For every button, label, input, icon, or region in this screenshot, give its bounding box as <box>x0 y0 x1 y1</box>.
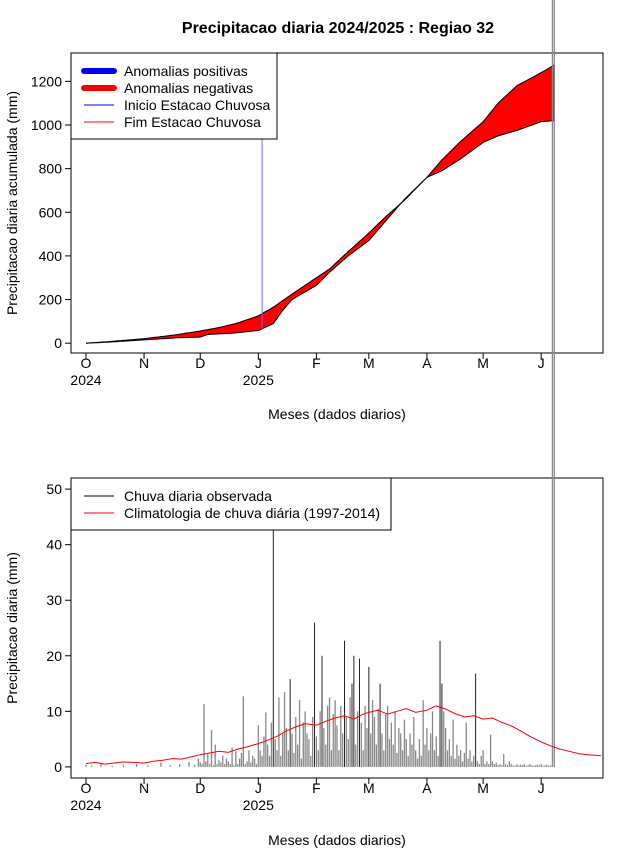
x-tick-label: J <box>538 355 545 371</box>
chart-title: Precipitacao diaria 2024/2025 : Regiao 3… <box>182 20 494 37</box>
climatology-line <box>85 705 602 765</box>
x-tick-label: M <box>363 780 375 796</box>
x-tick-label: J <box>255 355 262 371</box>
legend-label: Climatologia de chuva diária (1997-2014) <box>124 505 380 521</box>
y-tick-label: 50 <box>46 481 62 497</box>
legend-label: Anomalias negativas <box>124 80 253 96</box>
x-year-label: 2024 <box>70 797 101 813</box>
x-tick-label: N <box>139 780 149 796</box>
x-tick-label: D <box>195 355 205 371</box>
legend-label: Anomalias positivas <box>124 63 248 79</box>
climatology-accumulated-line <box>85 64 555 344</box>
legend-box-top <box>70 52 278 140</box>
legend-label: Fim Estacao Chuvosa <box>124 114 261 130</box>
x-tick-label: A <box>422 355 432 371</box>
x-tick-label: O <box>81 780 92 796</box>
legend-label: Chuva diaria observada <box>124 488 272 504</box>
y-tick-label: 10 <box>46 703 62 719</box>
legend-label: Inicio Estacao Chuvosa <box>124 97 271 113</box>
x-year-label: 2025 <box>243 797 274 813</box>
daily-bars <box>85 0 555 767</box>
x-tick-label: F <box>312 780 321 796</box>
y-axis-title-bottom: Precipitacao diaria (mm) <box>4 552 20 704</box>
y-axis-title-top: Precipitacao diaria acumulada (mm) <box>4 91 20 315</box>
legend-box-bottom <box>70 477 392 531</box>
y-tick-label: 200 <box>39 292 63 308</box>
x-tick-label: N <box>139 355 149 371</box>
observed-accumulated-line <box>85 120 555 344</box>
y-tick-label: 0 <box>54 335 62 351</box>
x-axis-title-top: Meses (dados diarios) <box>268 406 406 422</box>
x-tick-label: J <box>538 780 545 796</box>
y-tick-label: 600 <box>39 204 63 220</box>
x-tick-label: M <box>477 355 489 371</box>
x-tick-label: J <box>255 780 262 796</box>
x-tick-label: M <box>477 780 489 796</box>
climatology-daily-line <box>85 705 602 765</box>
x-tick-label: D <box>195 780 205 796</box>
y-tick-label: 0 <box>54 759 62 775</box>
y-tick-label: 40 <box>46 537 62 553</box>
y-tick-label: 1200 <box>31 73 62 89</box>
y-axis-bottom: 0 10 20 30 40 50 <box>46 481 72 775</box>
x-tick-label: F <box>312 355 321 371</box>
y-axis-top: 0 200 400 600 800 1000 1200 <box>31 73 72 351</box>
y-tick-label: 30 <box>46 592 62 608</box>
x-year-label: 2024 <box>70 372 101 388</box>
x-tick-label: A <box>422 780 432 796</box>
y-tick-label: 1000 <box>31 117 62 133</box>
x-year-label: 2025 <box>243 372 274 388</box>
y-tick-label: 20 <box>46 648 62 664</box>
y-tick-label: 800 <box>39 161 63 177</box>
x-axis-title-bottom: Meses (dados diarios) <box>268 832 406 848</box>
x-tick-label: O <box>81 355 92 371</box>
y-tick-label: 400 <box>39 248 63 264</box>
x-tick-label: M <box>363 355 375 371</box>
